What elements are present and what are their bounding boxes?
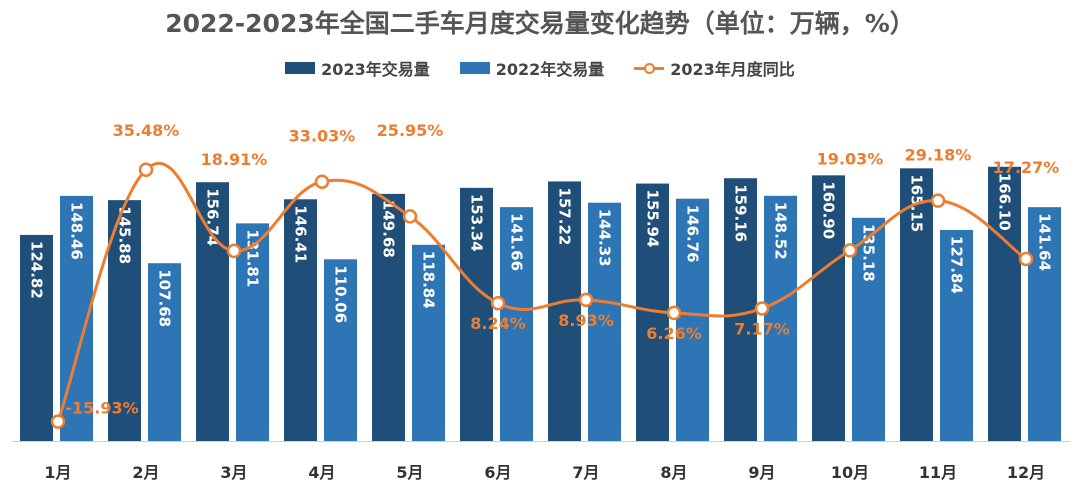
bar-2022-label-3: 131.81 (244, 229, 262, 287)
yoy-point-2 (138, 162, 154, 177)
bar-2022-label-4: 110.06 (332, 265, 350, 323)
yoy-point-8 (666, 305, 682, 321)
yoy-label-1: -15.93% (65, 399, 138, 418)
yoy-label-12: 17.27% (993, 158, 1060, 177)
x-tick-label-1: 1月 (44, 463, 71, 482)
x-tick-label-5: 5月 (396, 463, 423, 482)
yoy-point-7 (578, 292, 594, 308)
bar-2022-label-12: 141.64 (1036, 213, 1054, 271)
yoy-label-11: 29.18% (905, 146, 972, 165)
bar-2023-3 (196, 182, 229, 441)
bar-2023-12 (988, 166, 1021, 441)
yoy-label-2: 35.48% (113, 121, 180, 140)
yoy-label-10: 19.03% (817, 149, 884, 168)
bar-2023-1 (20, 234, 53, 441)
bar-2023-label-1: 124.82 (28, 241, 46, 299)
bar-2023-9 (724, 178, 757, 441)
bar-2023-6 (460, 187, 493, 441)
yoy-point-1 (50, 414, 66, 429)
legend-item-2023-yoy: 2023年月度同比 (634, 56, 795, 80)
legend-item-2022-volume: 2022年交易量 (459, 56, 605, 80)
yoy-label-8: 6.26% (646, 324, 702, 343)
yoy-point-4 (314, 174, 330, 189)
legend-label-2022-volume: 2022年交易量 (495, 60, 605, 79)
x-tick-label-9: 9月 (748, 463, 775, 482)
bar-2022-6 (500, 207, 533, 441)
bar-2022-label-6: 141.66 (508, 213, 526, 271)
bar-2023-label-7: 157.22 (556, 187, 574, 245)
x-tick-label-12: 12月 (1007, 463, 1045, 482)
x-tick-label-2: 2月 (132, 463, 159, 482)
bar-2023-label-5: 149.68 (380, 200, 398, 258)
yoy-label-9: 7.17% (734, 319, 790, 338)
bar-2022-5 (412, 244, 445, 441)
bar-2023-label-12: 166.10 (996, 173, 1014, 231)
bar-2022-2 (148, 263, 181, 441)
yoy-label-3: 18.91% (201, 150, 268, 169)
bar-2023-label-2: 145.88 (116, 206, 134, 264)
bar-2022-12 (1028, 207, 1061, 441)
x-tick-label-7: 7月 (572, 463, 599, 482)
bar-2022-4 (324, 259, 357, 441)
bar-2022-9 (764, 195, 797, 441)
x-tick-label-10: 10月 (831, 463, 869, 482)
yoy-point-5 (402, 209, 418, 224)
yoy-point-3 (226, 243, 242, 259)
bar-2023-11 (900, 168, 933, 442)
legend-swatch-2023-volume (285, 62, 316, 74)
bar-2023-label-3: 156.74 (204, 188, 222, 246)
x-tick-label-11: 11月 (919, 463, 957, 482)
x-tick-label-6: 6月 (484, 463, 511, 482)
bar-2022-label-8: 146.76 (684, 205, 702, 263)
yoy-point-9 (754, 301, 770, 316)
bar-2023-10 (812, 175, 845, 441)
bar-2022-label-9: 148.52 (772, 202, 790, 260)
bar-2022-7 (588, 202, 621, 441)
bar-2022-label-5: 118.84 (420, 251, 438, 309)
bar-2023-label-6: 153.34 (468, 194, 486, 252)
bar-2022-label-7: 144.33 (596, 209, 614, 267)
yoy-label-5: 25.95% (377, 121, 444, 140)
yoy-label-4: 33.03% (289, 127, 356, 146)
x-tick-label-8: 8月 (660, 463, 687, 482)
legend-swatch-2022-volume (459, 62, 490, 74)
bar-2022-label-10: 135.18 (860, 224, 878, 282)
bar-2022-8 (676, 198, 709, 441)
x-tick-label-3: 3月 (220, 463, 247, 482)
legend-swatch-2023-yoy (634, 61, 665, 75)
yoy-point-10 (842, 243, 858, 258)
yoy-point-6 (490, 295, 506, 311)
legend-label-2023-yoy: 2023年月度同比 (670, 60, 795, 79)
chart-title: 2022-2023年全国二手车月度交易量变化趋势（单位：万辆，%） (165, 9, 915, 38)
bar-2023-2 (108, 200, 141, 441)
legend: 2023年交易量 2022年交易量 2023年月度同比 (0, 56, 1080, 80)
bar-2022-11 (940, 229, 973, 441)
bar-2023-label-4: 146.41 (292, 205, 310, 263)
bar-2023-label-8: 155.94 (644, 190, 662, 248)
yoy-label-7: 8.93% (558, 311, 614, 330)
x-tick-label-4: 4月 (308, 463, 335, 482)
bar-2022-label-11: 127.84 (948, 236, 966, 294)
legend-label-2023-volume: 2023年交易量 (321, 60, 430, 79)
bar-2023-7 (548, 181, 581, 441)
bar-2022-label-1: 148.46 (68, 202, 86, 260)
bar-2022-label-2: 107.68 (156, 269, 174, 327)
legend-item-2023-volume: 2023年交易量 (285, 56, 430, 80)
bar-2022-3 (236, 223, 269, 441)
bar-2023-label-9: 159.16 (732, 184, 750, 242)
bar-2023-label-10: 160.90 (820, 181, 838, 239)
bar-2023-4 (284, 199, 317, 441)
yoy-point-12 (1018, 251, 1034, 267)
yoy-point-11 (930, 193, 946, 208)
bar-2023-5 (372, 193, 405, 441)
yoy-label-6: 8.24% (470, 314, 526, 333)
bar-2022-10 (852, 217, 885, 441)
